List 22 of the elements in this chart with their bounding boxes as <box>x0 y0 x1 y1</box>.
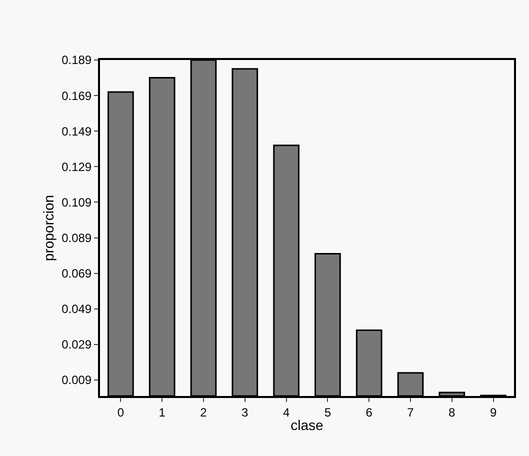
y-tick-label: 0.149 <box>62 124 92 138</box>
x-tick-label: 4 <box>282 405 290 420</box>
y-tick-label: 0.009 <box>62 373 92 388</box>
y-tick-label: 0.029 <box>62 338 92 352</box>
y-axis-title: proporcion <box>40 194 57 262</box>
y-tick-label: 0.169 <box>62 88 92 103</box>
x-tick-label: 5 <box>324 405 332 420</box>
x-tick-label: 9 <box>490 405 497 420</box>
x-tick-label: 0 <box>117 405 124 420</box>
x-tick-label: 3 <box>242 405 249 420</box>
x-tick-label: 7 <box>407 405 414 420</box>
y-tick-label: 0.049 <box>62 302 92 316</box>
x-tick-label: 8 <box>448 405 456 420</box>
y-tick-label: 0.089 <box>62 230 92 245</box>
y-tick-label: 0.129 <box>62 160 92 174</box>
y-tick-label: 0.189 <box>62 53 92 68</box>
y-tick-label: 0.109 <box>62 195 92 210</box>
x-tick-label: 6 <box>366 405 373 420</box>
x-axis-title: clase <box>290 417 324 434</box>
x-tick-label: 1 <box>158 405 166 420</box>
x-tick-label: 2 <box>200 405 208 420</box>
y-tick-label: 0.069 <box>62 266 92 281</box>
